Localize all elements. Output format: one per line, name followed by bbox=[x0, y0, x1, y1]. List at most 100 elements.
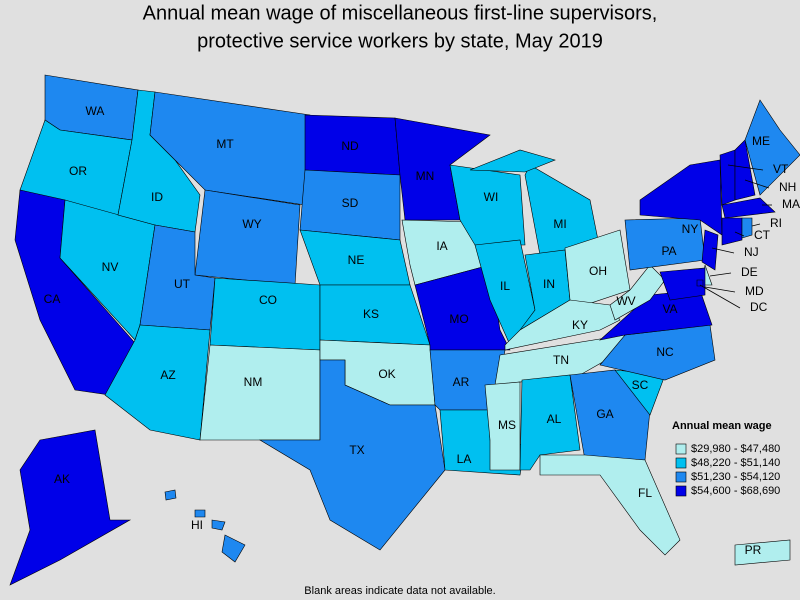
state-label: KS bbox=[363, 307, 379, 321]
legend-swatch bbox=[675, 443, 687, 455]
state-label: SD bbox=[342, 196, 359, 210]
states bbox=[9, 74, 800, 586]
state-label: OH bbox=[589, 264, 607, 278]
leader-line bbox=[727, 164, 764, 171]
state-label: MA bbox=[782, 197, 800, 211]
state-label: FL bbox=[638, 486, 652, 500]
state-label: MT bbox=[216, 137, 234, 151]
state-shape bbox=[734, 539, 791, 566]
state-shape bbox=[569, 369, 651, 461]
state-label: WA bbox=[86, 104, 105, 118]
state-shape bbox=[719, 149, 736, 206]
state-label: WI bbox=[484, 190, 499, 204]
title-line: Annual mean wage of miscellaneous first-… bbox=[143, 2, 658, 24]
state-shape bbox=[209, 277, 321, 351]
state-shape bbox=[221, 534, 246, 563]
state-label: SC bbox=[632, 378, 649, 392]
state-label: MI bbox=[553, 217, 566, 231]
state-shape bbox=[258, 359, 446, 551]
state-label: WV bbox=[616, 294, 635, 308]
state-label: MD bbox=[745, 284, 764, 298]
state-label: LA bbox=[457, 452, 472, 466]
state-label: MS bbox=[498, 418, 516, 432]
state-label: AK bbox=[54, 472, 70, 486]
state-label: ME bbox=[752, 134, 770, 148]
state-shape bbox=[104, 324, 211, 441]
state-label: OR bbox=[69, 164, 87, 178]
state-label: DC bbox=[750, 300, 768, 314]
legend-label: $51,230 - $54,120 bbox=[691, 471, 780, 483]
state-shape bbox=[564, 229, 631, 306]
leader-line bbox=[699, 284, 741, 309]
state-label: VT bbox=[773, 162, 789, 176]
state-label: IL bbox=[500, 279, 510, 293]
leader-line bbox=[744, 179, 770, 189]
state-shape bbox=[721, 217, 743, 246]
state-shape bbox=[539, 454, 681, 556]
state-shape bbox=[164, 489, 177, 501]
state-shape bbox=[659, 267, 706, 301]
state-label: UT bbox=[174, 277, 191, 291]
state-shape bbox=[211, 519, 226, 531]
state-shape bbox=[484, 381, 521, 471]
state-label: HI bbox=[191, 518, 203, 532]
state-label: NJ bbox=[744, 245, 759, 259]
state-label: ND bbox=[341, 139, 359, 153]
legend: $29,980 - $47,480 $48,220 - $51,140 $51,23… bbox=[675, 443, 780, 497]
legend-swatch bbox=[675, 471, 687, 483]
leader-line bbox=[709, 272, 732, 277]
state-shape bbox=[9, 429, 132, 586]
state-label: NH bbox=[779, 180, 796, 194]
note: Blank areas indicate data not available. bbox=[304, 585, 495, 597]
state-labels: WA OR CA NV ID MT WY UT AZ CO NM ND SD NE KS OK TX MN IA MO… bbox=[44, 104, 800, 557]
legend-label: $54,600 - $68,690 bbox=[691, 485, 780, 497]
legend-label: $29,980 - $47,480 bbox=[691, 443, 780, 455]
state-label: ID bbox=[151, 190, 163, 204]
legend-swatch bbox=[675, 457, 687, 469]
state-shape bbox=[701, 229, 719, 271]
state-label: NM bbox=[244, 375, 263, 389]
state-shape bbox=[721, 197, 776, 219]
leader-line bbox=[751, 223, 761, 227]
state-label: MO bbox=[449, 312, 468, 326]
state-label: CA bbox=[44, 292, 61, 306]
state-label: TX bbox=[349, 443, 364, 457]
state-label: NE bbox=[348, 253, 365, 267]
state-label: NC bbox=[656, 345, 674, 359]
leader-line bbox=[711, 247, 735, 254]
state-label: AR bbox=[453, 375, 470, 389]
state-shape bbox=[194, 189, 301, 286]
leader-line bbox=[704, 286, 736, 293]
state-label: KY bbox=[572, 318, 588, 332]
state-shape bbox=[696, 279, 704, 287]
state-label: PA bbox=[661, 244, 676, 258]
state-label: CO bbox=[259, 293, 277, 307]
title-line: protective service workers by state, May… bbox=[197, 30, 603, 52]
state-shape bbox=[199, 344, 321, 441]
state-label: DE bbox=[741, 265, 758, 279]
state-shape bbox=[599, 324, 716, 381]
state-label: MN bbox=[416, 169, 435, 183]
state-label: PR bbox=[745, 543, 762, 557]
state-label: TN bbox=[553, 353, 569, 367]
legend-swatch bbox=[675, 485, 687, 497]
legend-title: Annual mean wage bbox=[672, 420, 772, 432]
state-label: NV bbox=[102, 260, 119, 274]
state-shape bbox=[194, 509, 206, 518]
state-label: RI bbox=[770, 216, 782, 230]
leader-line bbox=[734, 231, 745, 237]
state-label: VA bbox=[662, 302, 677, 316]
state-label: GA bbox=[596, 407, 613, 421]
state-shape bbox=[734, 139, 756, 201]
state-label: CT bbox=[754, 228, 771, 242]
state-shape bbox=[741, 217, 753, 239]
state-label: AL bbox=[547, 412, 562, 426]
state-shape bbox=[469, 149, 556, 173]
state-label: WY bbox=[242, 217, 261, 231]
state-label: AZ bbox=[160, 368, 175, 382]
state-label: NY bbox=[682, 222, 699, 236]
state-shape bbox=[744, 99, 800, 196]
state-label: IA bbox=[436, 239, 447, 253]
state-label: IN bbox=[543, 277, 555, 291]
